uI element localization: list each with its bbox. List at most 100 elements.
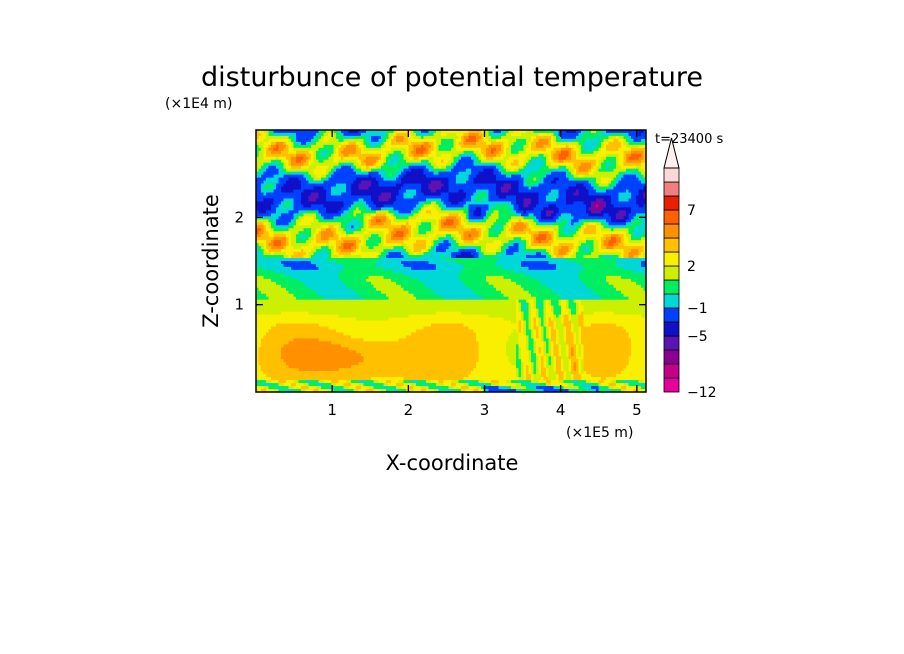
heatmap-cell: [456, 159, 460, 164]
heatmap-cell: [573, 141, 577, 146]
heatmap-cell: [286, 165, 290, 170]
heatmap-cell: [383, 171, 387, 176]
heatmap-cell: [591, 130, 595, 134]
heatmap-cell: [618, 150, 622, 155]
heatmap-cell: [388, 147, 392, 152]
heatmap-cell: [431, 186, 435, 191]
heatmap-cell: [536, 189, 540, 194]
heatmap-cell: [598, 183, 602, 188]
heatmap-cell: [618, 141, 622, 146]
heatmap-cell: [626, 147, 630, 152]
heatmap-cell: [578, 138, 582, 143]
heatmap-cell: [386, 144, 390, 149]
heatmap-cell: [496, 141, 500, 146]
heatmap-cell: [591, 174, 595, 179]
heatmap-cell: [483, 189, 487, 194]
heatmap-cell: [278, 183, 282, 188]
heatmap-cell: [333, 174, 337, 179]
heatmap-cell: [523, 192, 527, 197]
heatmap-cell: [503, 135, 507, 140]
heatmap-cell: [633, 174, 637, 179]
heatmap-cell: [466, 192, 470, 197]
heatmap-cell: [543, 135, 547, 140]
heatmap-cell: [551, 189, 555, 194]
heatmap-cell: [628, 174, 632, 179]
heatmap-cell: [578, 183, 582, 188]
heatmap-cell: [433, 135, 437, 140]
heatmap-cell: [613, 135, 617, 140]
heatmap-cell: [333, 153, 337, 158]
heatmap-cell: [638, 189, 642, 194]
heatmap-cell: [573, 165, 577, 170]
heatmap-cell: [258, 177, 262, 182]
heatmap-cell: [468, 192, 472, 197]
heatmap-cell: [463, 180, 467, 185]
heatmap-cell: [591, 171, 595, 176]
heatmap-cell: [556, 180, 560, 185]
heatmap-cell: [566, 183, 570, 188]
heatmap-cell: [513, 138, 517, 143]
heatmap-cell: [308, 147, 312, 152]
heatmap-cell: [631, 168, 635, 173]
heatmap-cell: [401, 162, 405, 167]
heatmap-cell: [641, 183, 645, 188]
heatmap-cell: [638, 135, 642, 140]
heatmap-cell: [528, 168, 532, 173]
heatmap-cell: [448, 168, 452, 173]
heatmap-cell: [608, 177, 612, 182]
heatmap-cell: [586, 162, 590, 167]
heatmap-cell: [323, 165, 327, 170]
heatmap-cell: [411, 147, 415, 152]
heatmap-cell: [508, 138, 512, 143]
heatmap-cell: [588, 141, 592, 146]
heatmap-cell: [461, 174, 465, 179]
heatmap-cell: [298, 192, 302, 197]
heatmap-cell: [591, 132, 595, 137]
heatmap-cell: [476, 189, 480, 194]
heatmap-cell: [348, 159, 352, 164]
heatmap-cell: [296, 150, 300, 155]
heatmap-cell: [281, 168, 285, 173]
heatmap-cell: [611, 165, 615, 170]
heatmap-cell: [638, 132, 642, 137]
heatmap-cell: [441, 162, 445, 167]
heatmap-cell: [353, 156, 357, 161]
heatmap-cell: [476, 168, 480, 173]
heatmap-cell: [566, 132, 570, 137]
heatmap-cell: [466, 159, 470, 164]
heatmap-cell: [501, 153, 505, 158]
heatmap-cell: [266, 150, 270, 155]
heatmap-cell: [443, 130, 447, 134]
heatmap-cell: [403, 135, 407, 140]
heatmap-cell: [436, 141, 440, 146]
heatmap-cell: [451, 141, 455, 146]
heatmap-cell: [626, 177, 630, 182]
heatmap-cell: [526, 162, 530, 167]
heatmap-cell: [506, 180, 510, 185]
heatmap-cell: [258, 162, 262, 167]
heatmap-cell: [561, 130, 565, 134]
heatmap-cell: [371, 130, 375, 134]
heatmap-cell: [593, 153, 597, 158]
heatmap-cell: [386, 180, 390, 185]
heatmap-cell: [306, 189, 310, 194]
heatmap-cell: [318, 141, 322, 146]
heatmap-cell: [383, 192, 387, 197]
heatmap-cell: [431, 130, 435, 134]
heatmap-cell: [538, 168, 542, 173]
heatmap-cell: [303, 141, 307, 146]
heatmap-cell: [516, 144, 520, 149]
heatmap-cell: [426, 150, 430, 155]
heatmap-cell: [543, 183, 547, 188]
heatmap-cell: [361, 177, 365, 182]
heatmap-cell: [261, 192, 265, 197]
heatmap-cell: [293, 135, 297, 140]
heatmap-cell: [556, 141, 560, 146]
heatmap-cell: [308, 180, 312, 185]
heatmap-cell: [371, 189, 375, 194]
heatmap-cell: [468, 138, 472, 143]
heatmap-cell: [473, 130, 477, 134]
heatmap-cell: [261, 159, 265, 164]
heatmap-cell: [371, 159, 375, 164]
heatmap-cell: [408, 144, 412, 149]
